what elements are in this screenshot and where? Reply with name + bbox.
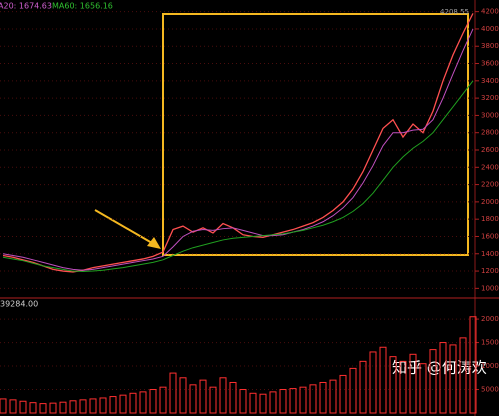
volume-bar	[289, 388, 297, 414]
y-tick-label: 1000	[481, 284, 499, 292]
y-tick-label: 2200	[481, 181, 499, 189]
volume-bar	[29, 402, 37, 414]
y-tick-label: 1400	[481, 250, 499, 258]
y-tick-label: 5000	[481, 386, 499, 394]
price-line	[2, 28, 474, 271]
volume-bar	[169, 372, 177, 414]
volume-bar	[349, 367, 357, 414]
volume-bar	[309, 384, 317, 414]
volume-bar	[339, 374, 347, 414]
volume-bar	[279, 389, 287, 414]
y-tick-label: 3400	[481, 77, 499, 85]
volume-bar	[139, 391, 147, 414]
volume-bar	[129, 392, 137, 414]
volume-bar	[179, 377, 187, 414]
y-tick-label: 15000	[481, 339, 499, 347]
volume-bar	[259, 393, 267, 414]
y-tick-label: 20000	[481, 315, 499, 323]
volume-bar	[69, 400, 77, 414]
volume-bar	[379, 346, 387, 414]
volume-bar	[119, 394, 127, 414]
price-line	[2, 80, 474, 272]
volume-bar	[149, 389, 157, 414]
volume-bar	[409, 353, 417, 414]
volume-bar	[49, 402, 57, 414]
volume-bar	[9, 399, 17, 414]
volume-bar	[269, 391, 277, 414]
volume-bar	[469, 316, 477, 414]
volume-bar	[219, 377, 227, 414]
volume-bar	[99, 397, 107, 414]
volume-bar	[0, 398, 7, 414]
volume-bar	[19, 400, 27, 414]
volume-bar	[199, 379, 207, 414]
y-tick-label: 3200	[481, 94, 499, 102]
volume-bar	[399, 360, 407, 414]
highlight-box	[162, 13, 469, 256]
volume-label: 39284.00	[0, 300, 38, 309]
volume-bar	[459, 337, 467, 414]
y-tick-label: 2600	[481, 146, 499, 154]
volume-bar	[239, 389, 247, 414]
volume-bar	[89, 398, 97, 414]
y-tick-label: 4200	[481, 8, 499, 16]
y-tick-label: 10000	[481, 362, 499, 370]
y-tick-label: 2800	[481, 129, 499, 137]
volume-bar	[319, 381, 327, 414]
volume-bar	[159, 386, 167, 414]
volume-bar	[209, 386, 217, 414]
y-tick-label: 3800	[481, 42, 499, 50]
volume-bar	[369, 351, 377, 414]
arrow-head	[147, 237, 161, 249]
volume-bar	[109, 396, 117, 414]
volume-bar	[39, 403, 47, 414]
volume-bar	[429, 349, 437, 414]
volume-bar	[249, 392, 257, 414]
volume-bar	[389, 356, 397, 414]
arrow-shaft	[94, 209, 153, 244]
volume-bar	[359, 360, 367, 414]
volume-bar	[449, 344, 457, 414]
max-annotation: 4208.55	[440, 8, 469, 16]
y-tick-label: 4000	[481, 25, 499, 33]
ma20-label: A20: 1674.63	[0, 2, 52, 11]
volume-bar	[439, 342, 447, 414]
volume-bar	[59, 401, 67, 414]
y-tick-label: 1200	[481, 267, 499, 275]
volume-bar	[419, 363, 427, 414]
volume-bar	[189, 384, 197, 414]
y-tick-label: 3600	[481, 60, 499, 68]
y-tick-label: 3000	[481, 111, 499, 119]
volume-bar	[79, 399, 87, 414]
y-tick-label: 1600	[481, 232, 499, 240]
volume-bar	[329, 379, 337, 414]
y-tick-label: 2000	[481, 198, 499, 206]
y-tick-label: 1800	[481, 215, 499, 223]
volume-bar	[229, 381, 237, 414]
y-tick-label: 2400	[481, 163, 499, 171]
ma60-label: MA60: 1656.16	[52, 2, 113, 11]
volume-bar	[299, 386, 307, 414]
